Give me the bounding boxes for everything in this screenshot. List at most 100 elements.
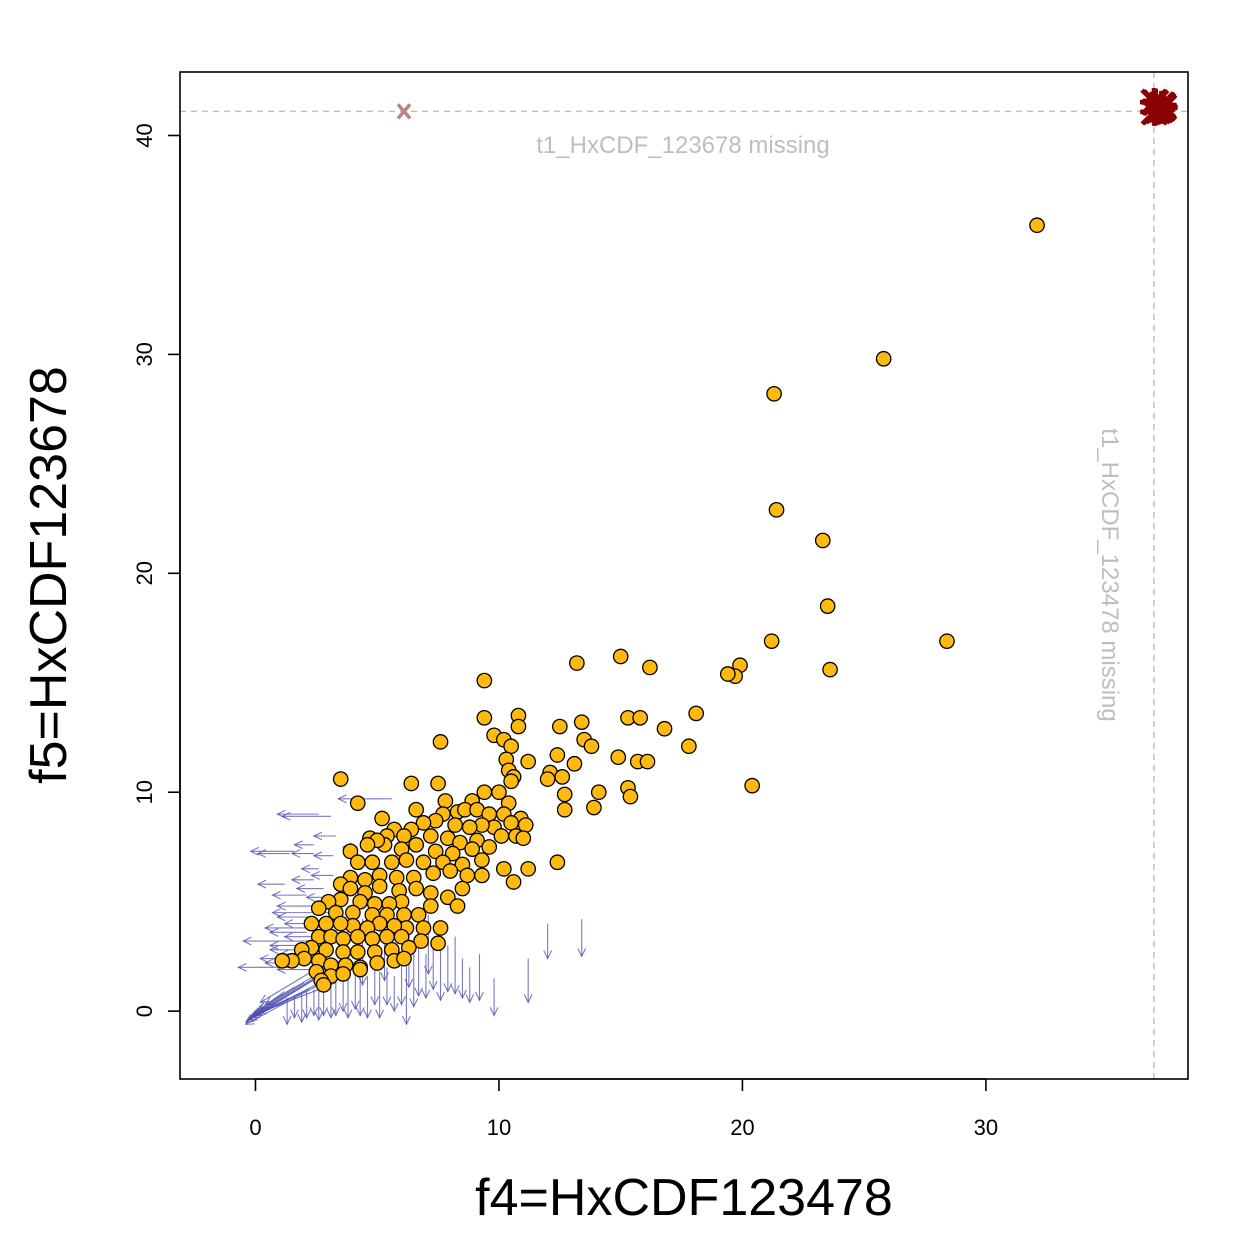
data-point	[642, 659, 658, 676]
left-censor-arrow	[256, 849, 290, 858]
data-point	[415, 854, 432, 871]
down-censor-arrow	[402, 958, 411, 1026]
missing-markers	[396, 88, 1178, 126]
x-axis: 0 10 20 30	[249, 1078, 998, 1140]
down-censor-arrow	[577, 919, 587, 958]
y-axis-title: f5=HxCDF123678	[20, 366, 78, 784]
data-point	[357, 871, 373, 888]
missing-x-marker	[396, 103, 412, 120]
y-missing-label: t1_HxCDF_123678 missing	[536, 132, 829, 159]
y-tick-label: 20	[132, 561, 157, 585]
data-point	[437, 793, 454, 809]
left-censor-arrow	[293, 840, 314, 850]
data-point	[554, 769, 571, 785]
data-point	[408, 801, 425, 818]
data-point	[556, 801, 573, 818]
missing-value-guides	[180, 72, 1188, 1079]
data-point	[590, 784, 607, 801]
down-censor-arrow	[489, 978, 499, 1017]
data-point	[427, 843, 444, 860]
data-point	[766, 385, 782, 402]
down-censor-arrow	[297, 993, 307, 1024]
data-point	[410, 906, 427, 923]
data-point	[476, 709, 493, 726]
data-point	[763, 633, 780, 650]
left-censor-arrow	[312, 851, 334, 861]
data-point	[408, 836, 425, 853]
data-point	[744, 777, 761, 794]
data-point	[335, 944, 351, 960]
x-missing-label: t1_HxCDF_123478 missing	[1096, 428, 1123, 721]
down-censor-arrow	[428, 945, 438, 991]
data-point	[461, 819, 478, 836]
data-point	[549, 854, 566, 871]
down-censor-arrow	[409, 954, 419, 1009]
left-censor-arrow	[280, 811, 331, 821]
x-tick-label: 30	[974, 1115, 998, 1140]
data-point	[474, 867, 490, 884]
down-censor-arrow	[443, 945, 453, 993]
data-point	[556, 786, 573, 803]
data-point	[415, 815, 432, 831]
x-axis-title: f4=HxCDF123478	[475, 1169, 893, 1227]
y-axis: 0 10 20 30 40	[132, 123, 181, 1017]
data-point	[493, 828, 510, 844]
data-point	[364, 854, 381, 871]
down-censor-arrow	[523, 958, 533, 1004]
data-point	[549, 747, 566, 763]
data-point	[425, 865, 442, 882]
data-point	[383, 854, 400, 871]
data-point	[476, 672, 493, 689]
data-point	[583, 738, 600, 755]
data-point	[449, 898, 466, 914]
data-point	[452, 834, 468, 851]
data-point	[586, 799, 602, 816]
data-point	[551, 718, 568, 735]
data-point	[447, 817, 463, 833]
left-censor-arrow	[295, 884, 324, 893]
data-point	[510, 718, 527, 735]
both-censor-arrow	[251, 977, 315, 1017]
data-point	[332, 915, 349, 932]
x-tick-label: 20	[730, 1115, 754, 1140]
data-point	[388, 869, 405, 886]
data-point	[396, 828, 412, 844]
down-censor-arrow	[465, 967, 475, 1004]
data-point	[1029, 217, 1045, 234]
data-point	[503, 773, 519, 790]
left-censor-arrow	[290, 875, 314, 885]
data-point	[359, 836, 376, 853]
data-point	[396, 950, 412, 967]
data-point	[459, 867, 476, 884]
x-tick-label: 10	[487, 1115, 511, 1140]
data-point	[573, 714, 590, 731]
x-tick-label: 0	[249, 1115, 261, 1140]
down-censor-arrow	[326, 982, 336, 1019]
data-point	[342, 843, 359, 860]
down-censor-arrow	[414, 941, 424, 998]
data-point	[430, 775, 446, 792]
left-censor-arrow	[300, 864, 319, 874]
data-point	[503, 815, 519, 831]
data-point	[352, 961, 369, 978]
down-censor-arrow	[363, 976, 372, 1019]
data-point	[491, 784, 507, 801]
data-point	[349, 854, 366, 871]
down-censor-arrow	[314, 987, 324, 1022]
data-point	[819, 598, 836, 614]
data-point	[476, 784, 493, 801]
data-point	[520, 753, 537, 770]
data-point	[379, 928, 395, 945]
data-point	[432, 734, 449, 750]
down-censor-arrow	[309, 989, 319, 1017]
data-point	[315, 977, 332, 993]
down-censor-arrow	[331, 980, 341, 1017]
data-point	[430, 935, 446, 952]
data-point	[374, 810, 390, 827]
data-point	[310, 900, 327, 917]
data-point	[520, 860, 537, 877]
data-point	[413, 933, 429, 949]
data-point	[444, 845, 461, 862]
data-point	[274, 952, 291, 969]
